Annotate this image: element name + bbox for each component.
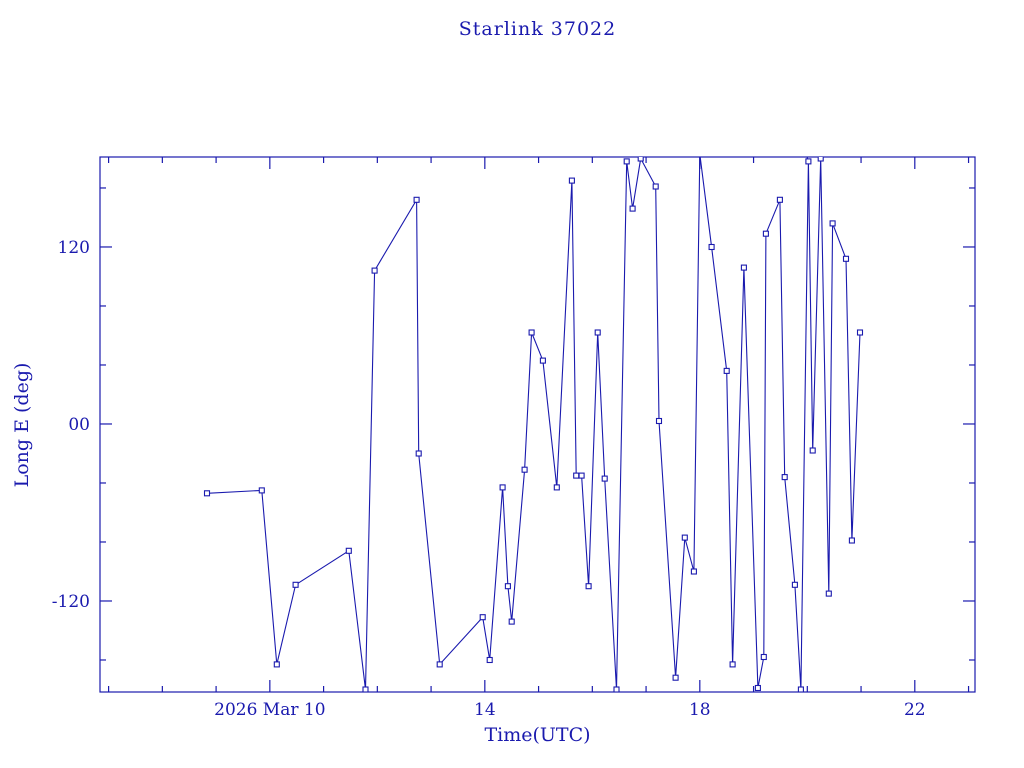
series-markers <box>203 157 864 692</box>
x-tick-labels: 2026 Mar 10 14 18 22 <box>214 700 925 720</box>
svg-text:18: 18 <box>689 700 711 720</box>
svg-text:14: 14 <box>474 700 496 720</box>
chart-title: Starlink 37022 <box>458 18 617 40</box>
y-tick-labels: -120 00 120 <box>52 238 90 612</box>
svg-text:22: 22 <box>904 700 926 720</box>
svg-text:-120: -120 <box>52 592 90 612</box>
svg-text:120: 120 <box>58 238 90 258</box>
axes-box <box>99 156 976 693</box>
svg-text:00: 00 <box>68 415 90 435</box>
tick-marks <box>100 157 975 692</box>
svg-text:2026 Mar 10: 2026 Mar 10 <box>214 700 325 720</box>
x-axis-label: Time(UTC) <box>484 724 591 746</box>
series-line <box>206 157 861 690</box>
